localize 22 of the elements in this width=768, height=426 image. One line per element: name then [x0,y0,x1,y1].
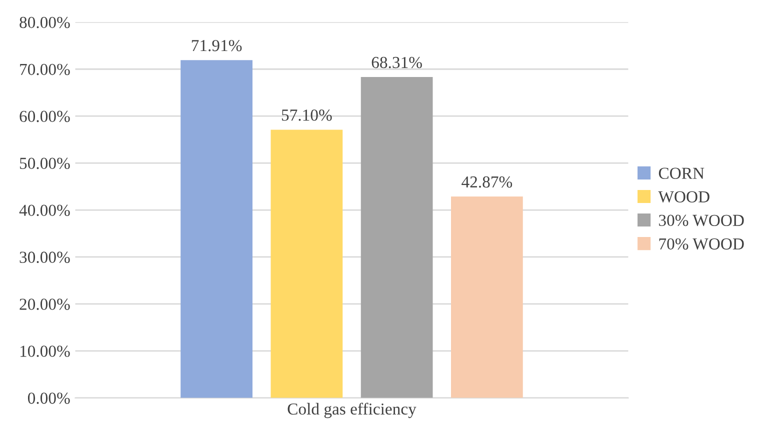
bar [451,196,523,398]
y-tick-label: 40.00% [19,204,70,216]
legend-label: 30% WOOD [659,214,744,226]
data-label: 57.10% [282,110,332,121]
y-tick-label: 0.00% [28,392,70,404]
x-tick-label: Cold gas efficiency [288,402,416,418]
y-tick-label: 60.00% [20,110,70,122]
y-tick-label: 50.00% [20,158,70,170]
y-tick-label: 30.00% [20,252,70,264]
y-tick-label: 70.00% [20,64,70,76]
bar [360,77,433,398]
legend-label: 70% WOOD [659,238,744,250]
bar [180,60,252,398]
y-tick-label: 20.00% [20,298,70,310]
data-label: 68.31% [372,56,422,68]
legend-label: CORN [658,168,704,179]
y-tick-label: 10.00% [20,346,70,357]
y-tick-label: 80.00% [20,16,70,28]
legend-label: WOOD [658,191,710,203]
data-label: 71.91% [192,40,242,52]
data-label: 42.87% [462,176,512,188]
bar [270,130,343,398]
